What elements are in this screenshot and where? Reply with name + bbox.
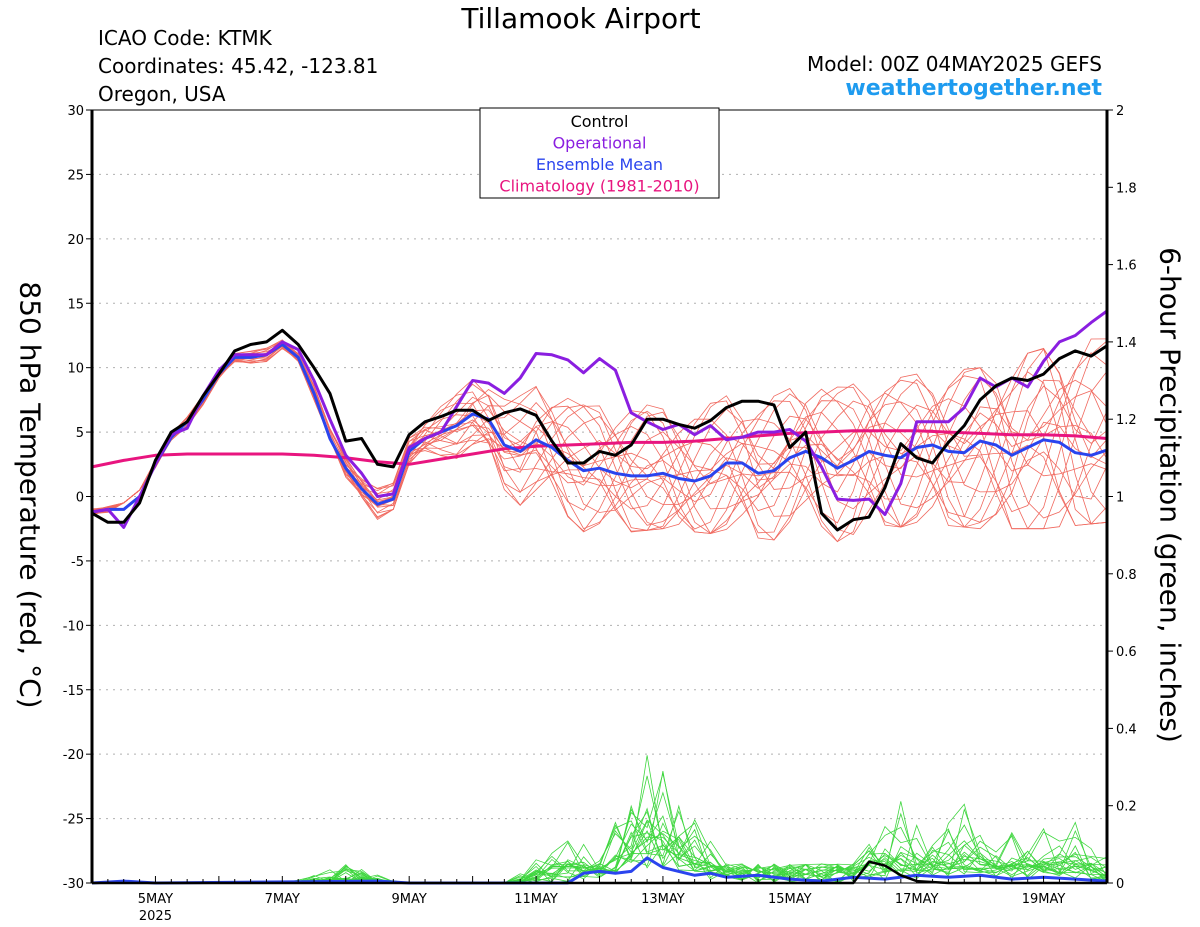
legend-entry: Climatology (1981-2010) xyxy=(499,177,699,196)
temperature-member-line xyxy=(91,344,1108,528)
y2-tick-label: 0.2 xyxy=(1116,800,1137,815)
y-tick-label: -15 xyxy=(63,684,84,699)
climatology-temp-line xyxy=(91,429,1108,469)
grid xyxy=(92,173,1107,820)
y2-tick-label: 0.4 xyxy=(1116,722,1137,737)
y-tick-label: -20 xyxy=(63,748,84,763)
temperature-member-line xyxy=(91,340,1108,541)
x-tick-label: 5MAY xyxy=(138,892,173,907)
legend-entry: Control xyxy=(571,112,629,131)
temperature-member-line xyxy=(91,342,1108,543)
y-tick-label: -5 xyxy=(71,555,84,570)
y2-tick-label: 1 xyxy=(1116,491,1124,506)
temperature-member-line xyxy=(91,340,1108,543)
control-temp-line xyxy=(91,328,1108,532)
y-tick-label: -10 xyxy=(63,619,84,634)
y2-tick-label: 2 xyxy=(1116,104,1124,119)
model-run: Model: 00Z 04MAY2025 GEFS xyxy=(807,52,1102,76)
legend: Control Operational Ensemble Mean Climatolo… xyxy=(479,107,720,199)
operational-temp-line xyxy=(91,309,1108,529)
series-lines xyxy=(91,309,1108,885)
x-tick-label: 15MAY xyxy=(768,892,812,907)
y2-tick-label: 0.8 xyxy=(1116,568,1137,583)
site-link[interactable]: weathertogether.net xyxy=(845,76,1102,101)
temperature-member-line xyxy=(91,343,1108,532)
mean-temp-line xyxy=(91,343,1108,514)
chart-title: Tillamook Airport xyxy=(461,2,701,35)
precipitation-member-line xyxy=(92,771,1108,884)
y2-tick-label: 1.4 xyxy=(1116,336,1137,351)
temperature-members xyxy=(91,338,1108,543)
x-tick-label: 13MAY xyxy=(641,892,685,907)
y2-tick-label: 0.6 xyxy=(1116,645,1137,660)
legend-entry: Operational xyxy=(553,134,647,153)
y-tick-label: 5 xyxy=(76,426,84,441)
temperature-member-line xyxy=(91,342,1108,531)
y-tick-label: 25 xyxy=(67,168,84,183)
y2-tick-label: 1.2 xyxy=(1116,413,1137,428)
y-tick-label: 20 xyxy=(67,233,84,248)
temperature-member-line xyxy=(91,338,1108,534)
y2-tick-label: 0 xyxy=(1116,877,1124,892)
icao-code: ICAO Code: KTMK xyxy=(98,26,272,50)
axes: 302520151050-5-10-15-20-25-3021.81.61.41… xyxy=(63,104,1137,924)
temperature-member-line xyxy=(91,342,1108,534)
legend-entry: Ensemble Mean xyxy=(536,155,663,174)
region: Oregon, USA xyxy=(98,82,226,106)
y-tick-label: -30 xyxy=(63,877,84,892)
x-tick-label: 19MAY xyxy=(1022,892,1066,907)
x-tick-label: 7MAY xyxy=(265,892,300,907)
precipitation-member-line xyxy=(92,755,1108,884)
y-tick-label: 30 xyxy=(67,104,84,119)
y-tick-label: 10 xyxy=(67,362,84,377)
y-tick-label: -25 xyxy=(63,813,84,828)
x-tick-sublabel: 2025 xyxy=(139,909,172,924)
x-tick-label: 9MAY xyxy=(392,892,427,907)
y-tick-label: 0 xyxy=(76,491,84,506)
x-tick-label: 17MAY xyxy=(895,892,939,907)
legend-box xyxy=(479,107,720,199)
precipitation-members xyxy=(92,755,1108,884)
coordinates: Coordinates: 45.42, -123.81 xyxy=(98,54,379,78)
y-tick-label: 15 xyxy=(67,297,84,312)
y2-tick-label: 1.8 xyxy=(1116,181,1137,196)
y2-tick-label: 1.6 xyxy=(1116,259,1137,274)
x-tick-label: 11MAY xyxy=(514,892,558,907)
